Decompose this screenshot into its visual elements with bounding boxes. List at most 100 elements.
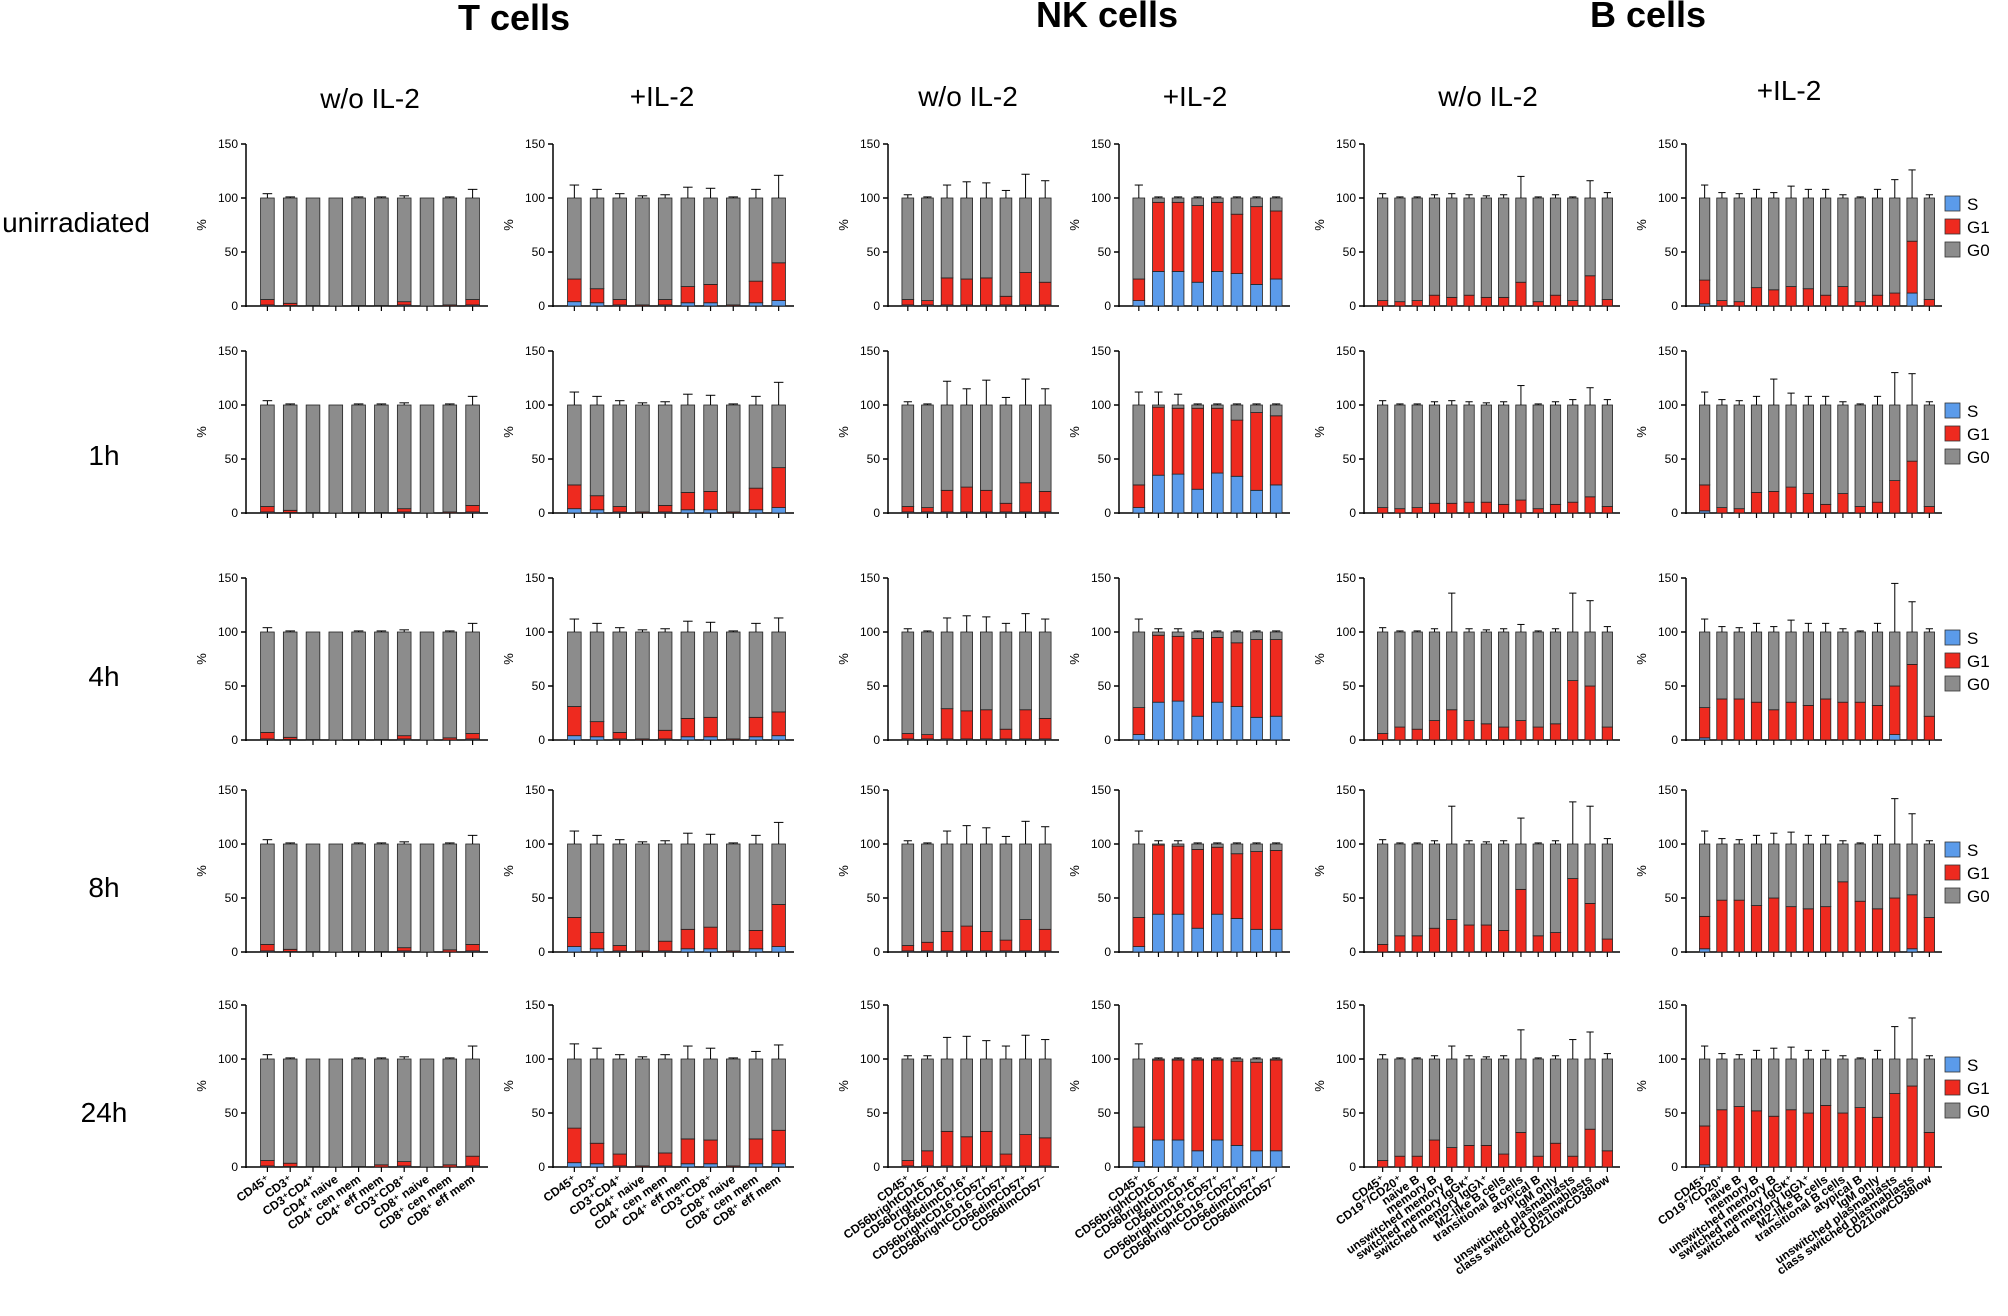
bar-g0-4 <box>980 197 993 279</box>
bar-g1-10 <box>1871 705 1884 741</box>
bar-g0-9 <box>1532 197 1544 303</box>
y-tick-label: 150 <box>860 137 880 151</box>
bar-g1-9 <box>1854 701 1866 741</box>
bar-g1-6 <box>1250 412 1263 491</box>
bar-g0-4 <box>1211 197 1224 203</box>
y-tick-label: 0 <box>1349 945 1356 959</box>
bar-g1-5 <box>680 928 696 950</box>
bar-g1-5 <box>1230 642 1244 707</box>
bar-g0-5 <box>680 1058 696 1140</box>
bar-g1-3 <box>1428 720 1441 741</box>
bar-g0-0 <box>1132 197 1146 280</box>
panel-2-4: 0 50 100 150% <box>836 998 1059 1174</box>
y-tick-label: 150 <box>1336 783 1356 797</box>
bar-s-0 <box>1132 507 1146 514</box>
bar-g0-10 <box>1871 1058 1884 1118</box>
bar-g0-2 <box>305 197 321 306</box>
bar-g1-12 <box>1584 496 1596 514</box>
bar-g1-4 <box>1768 490 1780 514</box>
y-tick-label: 50 <box>225 679 239 693</box>
bar-g0-7 <box>1820 1058 1832 1106</box>
bar-g0-1 <box>282 843 298 950</box>
y-tick-label: 150 <box>860 998 880 1012</box>
bar-g0-2 <box>1733 843 1745 901</box>
bar-g1-7 <box>1498 296 1510 307</box>
bar-g0-7 <box>419 404 435 514</box>
y-tick-label: 50 <box>1098 1106 1112 1120</box>
bar-g0-8 <box>1515 1058 1527 1133</box>
bar-g0-3 <box>635 404 650 513</box>
bar-g0-1 <box>282 1058 298 1164</box>
y-tick-label: 100 <box>1658 191 1678 205</box>
bar-g0-5 <box>1463 197 1475 296</box>
bar-g1-7 <box>1498 930 1510 953</box>
bar-g0-1 <box>1394 197 1406 303</box>
bar-g0-11 <box>1567 631 1579 681</box>
bar-g0-7 <box>1498 631 1510 728</box>
y-tick-label: 0 <box>1104 945 1111 959</box>
bar-g1-9 <box>1854 1107 1866 1168</box>
bar-g1-5 <box>999 502 1013 513</box>
bar-g1-10 <box>1549 723 1562 741</box>
bar-g0-4 <box>1211 1058 1224 1061</box>
bar-g1-5 <box>999 295 1013 306</box>
bar-g1-6 <box>703 283 718 304</box>
y-tick-label: 0 <box>231 299 238 313</box>
bar-g1-3 <box>960 278 973 306</box>
bar-g0-7 <box>1269 631 1283 640</box>
bar-g0-6 <box>1250 843 1263 852</box>
panel-0-0: 0 50 100 150% <box>194 137 488 313</box>
bar-g0-0 <box>901 631 915 734</box>
bar-g0-5 <box>999 631 1013 730</box>
bar-g0-2 <box>1733 197 1745 303</box>
y-tick-label: 100 <box>525 625 545 639</box>
bar-g1-5 <box>1785 701 1797 741</box>
y-tick-label: 150 <box>1658 998 1678 1012</box>
panel-0-4: 0 50 100 150% <box>194 998 488 1174</box>
bar-s-6 <box>703 948 718 953</box>
bar-s-1 <box>1152 474 1165 514</box>
bar-g0-3 <box>1191 631 1204 639</box>
bar-g1-4 <box>1446 919 1458 953</box>
bar-g0-2 <box>1411 843 1423 937</box>
bar-g0-7 <box>1269 404 1283 417</box>
bar-g0-0 <box>1377 843 1389 945</box>
bar-g0-5 <box>1785 197 1797 287</box>
bar-g1-6 <box>1250 639 1263 718</box>
y-tick-label: 150 <box>525 783 545 797</box>
bar-g1-6 <box>703 1139 718 1165</box>
y-tick-label: 100 <box>525 1052 545 1066</box>
bar-g0-8 <box>1515 404 1527 501</box>
bar-g0-1 <box>1716 1058 1728 1111</box>
bar-g1-8 <box>1837 701 1849 741</box>
y-tick-label: 150 <box>1336 137 1356 151</box>
bar-g0-0 <box>901 197 915 300</box>
bar-s-0 <box>567 946 582 953</box>
bar-g0-9 <box>465 843 480 945</box>
bar-g1-4 <box>1446 1147 1458 1168</box>
bar-g0-5 <box>1785 843 1797 908</box>
bar-s-1 <box>589 948 605 953</box>
bar-g1-2 <box>940 489 954 513</box>
bar-s-12 <box>1906 948 1918 953</box>
bar-g1-9 <box>1854 900 1866 953</box>
y-tick-label: 100 <box>1091 191 1111 205</box>
bar-g0-11 <box>1889 631 1901 687</box>
bar-g0-10 <box>1549 197 1562 296</box>
y-tick-label: 150 <box>1658 344 1678 358</box>
bar-g0-13 <box>1601 631 1613 728</box>
bar-g0-8 <box>748 631 764 718</box>
y-axis-label: % <box>501 865 516 877</box>
panel-0-3: 0 50 100 150% <box>194 783 488 959</box>
bar-g1-8 <box>1515 499 1527 514</box>
bar-g0-1 <box>1152 631 1165 636</box>
bar-g1-0 <box>260 732 275 740</box>
bar-g1-1 <box>1716 698 1728 741</box>
bar-g1-11 <box>1567 680 1579 741</box>
y-tick-label: 0 <box>1671 945 1678 959</box>
bar-g1-5 <box>680 1138 696 1165</box>
bar-g0-4 <box>657 843 673 942</box>
bar-g1-0 <box>260 1160 275 1167</box>
bar-g0-0 <box>901 1058 915 1161</box>
